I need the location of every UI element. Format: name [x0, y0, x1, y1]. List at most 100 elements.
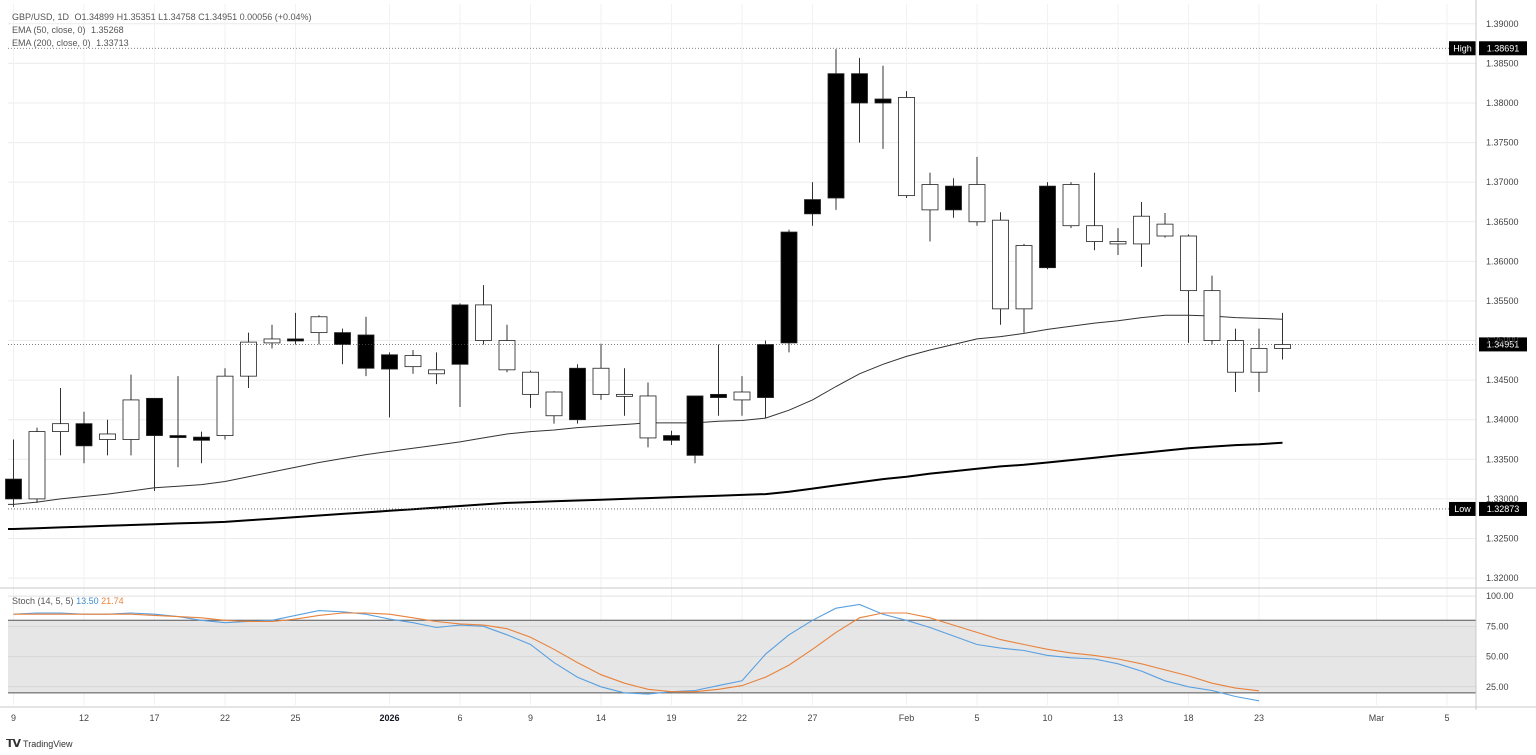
candle-body — [5, 478, 22, 500]
candle — [545, 391, 563, 424]
candle — [310, 315, 328, 345]
high-tag-label-bg — [1449, 41, 1476, 56]
x-tick-label: 10 — [1042, 713, 1052, 723]
low-tag-label-bg — [1449, 501, 1476, 516]
high-tag-label: High — [1453, 43, 1472, 53]
candle — [1039, 182, 1056, 270]
candle — [592, 343, 610, 400]
candle-body — [827, 73, 845, 199]
candle — [757, 340, 774, 419]
candle — [216, 368, 234, 440]
y-tick-label: 1.33000 — [1486, 494, 1519, 504]
stoch-label: Stoch (14, 5, 5) — [12, 596, 74, 606]
candle-body — [381, 354, 398, 370]
brand-label: TradingView — [23, 738, 73, 749]
y-tick-label: 1.34500 — [1486, 375, 1519, 385]
ema200-label: EMA (200, close, 0) — [12, 38, 91, 48]
x-tick-label: 19 — [666, 713, 676, 723]
candle — [569, 364, 586, 424]
ema200-legend: EMA (200, close, 0) 1.33713 — [12, 38, 132, 48]
high-tag-value-bg — [1479, 41, 1527, 56]
candle-body — [310, 316, 328, 334]
candle-body — [992, 219, 1009, 310]
candle-body — [404, 355, 422, 368]
candle-body — [1015, 245, 1033, 310]
low-tag-value: 1.32873 — [1487, 504, 1520, 514]
candle — [968, 156, 986, 226]
candle-body — [780, 231, 798, 344]
candle-body — [616, 393, 633, 397]
ohlc-label: O1.34899 H1.35351 L1.34758 C1.34951 0.00… — [74, 12, 312, 22]
candle-body — [1227, 340, 1244, 373]
x-tick-label: 14 — [596, 713, 606, 723]
ema200-path — [8, 441, 1283, 530]
candle-body — [99, 433, 116, 440]
symbol-label: GBP/USD, 1D — [12, 12, 70, 22]
candle-body — [545, 391, 563, 417]
candle — [710, 344, 727, 416]
candle — [686, 395, 704, 464]
y-tick-label: 1.38000 — [1486, 98, 1519, 108]
candle-body — [498, 340, 516, 371]
x-tick-label: 9 — [528, 713, 533, 723]
last-price-tag-bg — [1479, 337, 1527, 352]
y-tick-label: 1.35000 — [1486, 336, 1519, 346]
candle-body — [686, 395, 704, 456]
candle — [639, 382, 657, 448]
candle — [146, 397, 163, 491]
candle — [122, 374, 140, 456]
ema50-line — [8, 314, 1283, 505]
candle — [334, 328, 351, 365]
candle-body — [451, 304, 469, 365]
candle-body — [1133, 215, 1150, 245]
candle-body — [52, 423, 69, 432]
candle-body — [522, 371, 539, 395]
candle-body — [1062, 184, 1080, 227]
candle — [921, 172, 939, 242]
y-tick-label: 1.32500 — [1486, 533, 1519, 543]
x-tick-label: 6 — [457, 713, 462, 723]
stoch-legend: Stoch (14, 5, 5) 13.50 21.74 — [12, 596, 124, 606]
candle — [898, 91, 915, 198]
candle — [28, 427, 46, 503]
candle-body — [263, 338, 281, 344]
ema50-path — [8, 314, 1283, 505]
stoch-k-value: 13.50 — [76, 596, 99, 606]
y-tick-label: 1.32000 — [1486, 573, 1519, 583]
candle — [874, 65, 892, 149]
stoch-panel — [8, 595, 1476, 702]
candle — [1250, 328, 1268, 392]
candle — [1274, 312, 1291, 360]
candle-body — [639, 395, 657, 439]
x-tick-label: 22 — [737, 713, 747, 723]
ema50-legend: EMA (50, close, 0) 1.35268 — [12, 25, 127, 35]
candle-body — [475, 304, 492, 341]
candle-body — [569, 367, 586, 421]
stoch-y-tick-label: 25.00 — [1486, 682, 1509, 692]
candle — [381, 352, 398, 418]
candle-body — [898, 97, 915, 197]
candle — [1086, 172, 1103, 251]
stoch-k-line — [13, 603, 1260, 702]
x-tick-label: 22 — [220, 713, 230, 723]
x-tick-label: 18 — [1183, 713, 1193, 723]
candle — [1203, 275, 1221, 345]
stoch-d-value: 21.74 — [101, 596, 124, 606]
candle — [52, 388, 69, 456]
candle — [240, 332, 257, 389]
candle-body — [1156, 223, 1174, 237]
candles — [5, 49, 1291, 507]
tradingview-brand[interactable]: 𝗧𝗩 TradingView — [6, 737, 73, 750]
symbol-legend: GBP/USD, 1D O1.34899 H1.35351 L1.34758 C… — [12, 12, 314, 22]
candle — [451, 303, 469, 408]
candle — [992, 212, 1009, 325]
candle-body — [1274, 344, 1291, 349]
candle-body — [1039, 185, 1056, 269]
candle-body — [968, 184, 986, 223]
candle — [780, 229, 798, 353]
candle-body — [287, 338, 304, 342]
candle-body — [921, 184, 939, 211]
x-tick-label: 5 — [974, 713, 979, 723]
candle-body — [146, 397, 163, 436]
